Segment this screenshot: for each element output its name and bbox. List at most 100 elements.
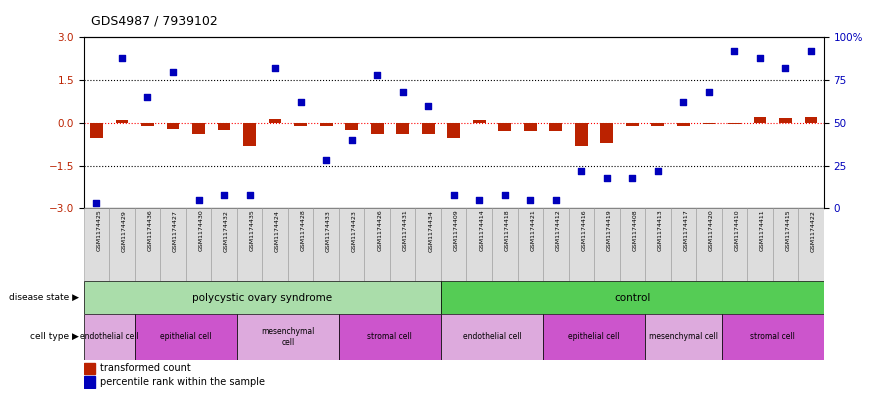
Point <box>702 89 716 95</box>
Text: GSM1174430: GSM1174430 <box>198 210 204 252</box>
Point <box>574 167 589 174</box>
Text: GSM1174418: GSM1174418 <box>505 210 510 252</box>
Text: GSM1174412: GSM1174412 <box>556 210 561 252</box>
Point <box>89 200 103 206</box>
Text: GDS4987 / 7939102: GDS4987 / 7939102 <box>91 15 218 28</box>
Bar <box>135 314 237 360</box>
Point <box>115 55 129 61</box>
Bar <box>192 123 205 134</box>
Text: GSM1174424: GSM1174424 <box>275 210 280 252</box>
Point <box>293 99 307 105</box>
Text: GSM1174434: GSM1174434 <box>428 210 433 252</box>
Point <box>804 48 818 54</box>
Text: GSM1174436: GSM1174436 <box>147 210 152 252</box>
Bar <box>645 314 722 360</box>
Text: percentile rank within the sample: percentile rank within the sample <box>100 377 265 387</box>
Bar <box>263 208 288 281</box>
Text: GSM1174427: GSM1174427 <box>173 210 178 252</box>
Point <box>472 196 486 203</box>
Text: GSM1174409: GSM1174409 <box>454 210 459 252</box>
Bar <box>702 123 715 124</box>
Bar <box>543 314 645 360</box>
Text: GSM1174425: GSM1174425 <box>96 210 101 252</box>
Text: GSM1174422: GSM1174422 <box>811 210 816 252</box>
Bar <box>773 208 798 281</box>
Bar <box>115 120 129 123</box>
Bar <box>601 123 613 143</box>
Bar <box>237 208 263 281</box>
Point <box>753 55 767 61</box>
Bar <box>320 123 332 126</box>
Bar <box>441 281 824 314</box>
Text: GSM1174420: GSM1174420 <box>709 210 714 252</box>
Point <box>217 191 231 198</box>
Bar <box>619 208 645 281</box>
Bar <box>84 208 109 281</box>
Point <box>370 72 384 78</box>
Text: epithelial cell: epithelial cell <box>160 332 211 342</box>
Bar <box>218 123 231 130</box>
Bar <box>339 314 441 360</box>
Point <box>268 65 282 71</box>
Bar <box>677 123 690 126</box>
Text: GSM1174433: GSM1174433 <box>326 210 331 252</box>
Text: disease state ▶: disease state ▶ <box>10 293 79 302</box>
Point <box>344 137 359 143</box>
Bar <box>416 208 441 281</box>
Point <box>166 68 180 75</box>
Bar <box>345 123 358 130</box>
Point <box>498 191 512 198</box>
Bar <box>441 208 466 281</box>
Bar <box>288 208 314 281</box>
Point <box>549 196 563 203</box>
Text: GSM1174408: GSM1174408 <box>633 210 637 252</box>
Bar <box>243 123 256 145</box>
Bar <box>728 123 741 124</box>
Point <box>779 65 793 71</box>
Bar <box>670 208 696 281</box>
Point <box>600 174 614 181</box>
Bar <box>390 208 416 281</box>
Bar <box>492 208 517 281</box>
Bar <box>722 314 824 360</box>
Text: stromal cell: stromal cell <box>367 332 412 342</box>
Text: GSM1174435: GSM1174435 <box>249 210 255 252</box>
Bar <box>294 123 307 126</box>
Text: GSM1174411: GSM1174411 <box>760 210 765 252</box>
Bar <box>186 208 211 281</box>
Bar <box>109 208 135 281</box>
Text: transformed count: transformed count <box>100 363 190 373</box>
Bar <box>568 208 594 281</box>
Text: mesenchymal
cell: mesenchymal cell <box>261 327 315 347</box>
Text: GSM1174429: GSM1174429 <box>122 210 127 252</box>
Text: cell type ▶: cell type ▶ <box>31 332 79 342</box>
Bar <box>84 362 95 374</box>
Bar <box>339 208 365 281</box>
Bar <box>135 208 160 281</box>
Bar <box>517 208 543 281</box>
Bar <box>753 117 766 123</box>
Text: GSM1174431: GSM1174431 <box>403 210 408 252</box>
Bar <box>575 123 588 145</box>
Bar <box>167 123 180 129</box>
Point <box>651 167 665 174</box>
Bar <box>645 208 670 281</box>
Point <box>523 196 537 203</box>
Text: endothelial cell: endothelial cell <box>80 332 138 342</box>
Bar <box>422 123 434 134</box>
Bar <box>747 208 773 281</box>
Bar <box>804 117 818 123</box>
Bar <box>211 208 237 281</box>
Bar <box>448 123 460 138</box>
Point <box>396 89 410 95</box>
Text: control: control <box>614 293 650 303</box>
Bar <box>237 314 339 360</box>
Point <box>242 191 256 198</box>
Bar <box>722 208 747 281</box>
Text: endothelial cell: endothelial cell <box>463 332 522 342</box>
Text: GSM1174428: GSM1174428 <box>300 210 306 252</box>
Bar <box>798 208 824 281</box>
Point <box>421 103 435 109</box>
Bar <box>314 208 339 281</box>
Bar <box>499 123 511 131</box>
